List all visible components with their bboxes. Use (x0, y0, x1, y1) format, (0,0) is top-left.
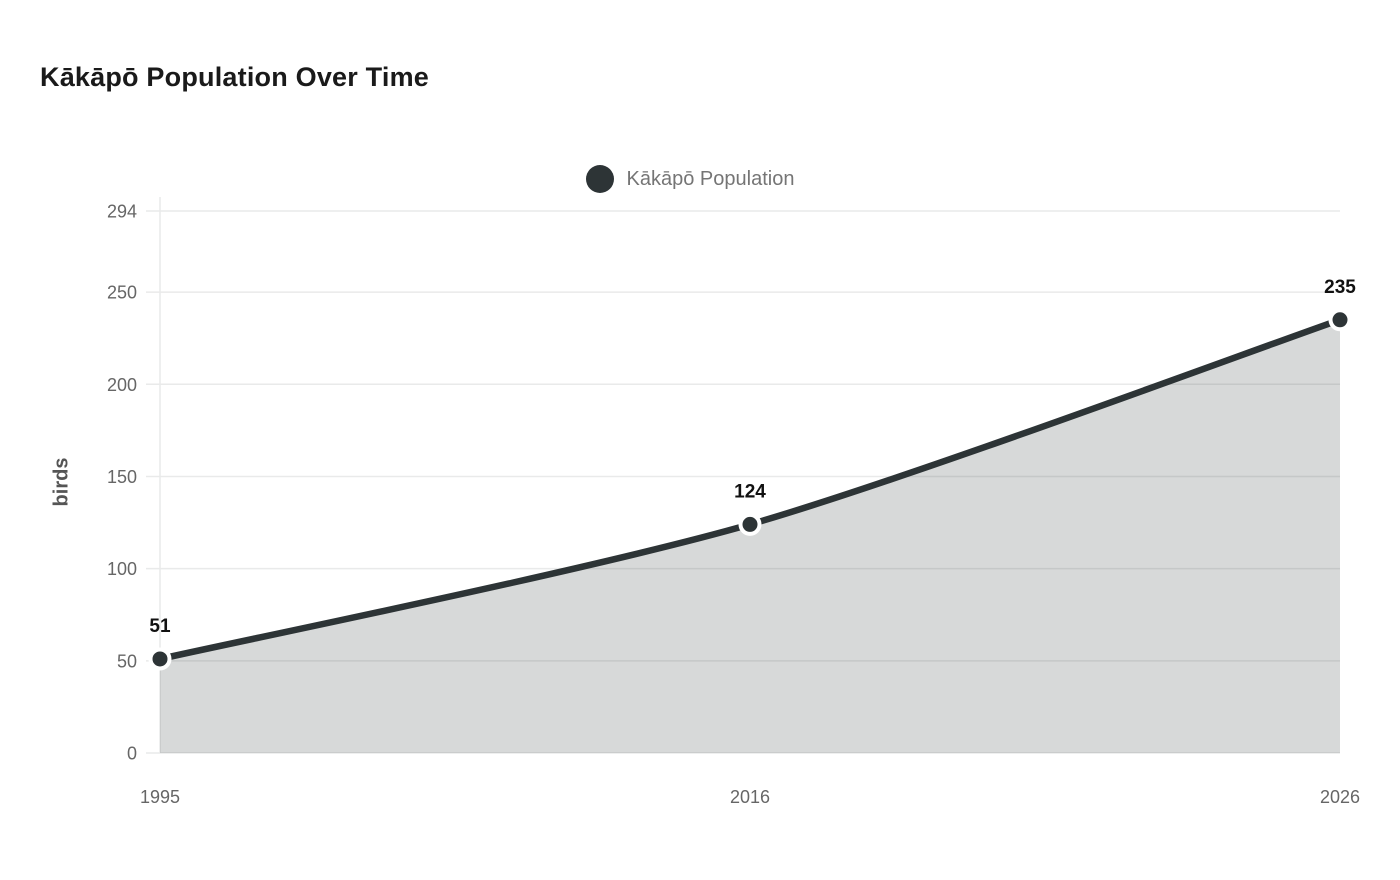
x-tick-label: 2016 (730, 787, 770, 807)
data-point[interactable] (738, 512, 762, 536)
y-tick-label: 294 (107, 202, 137, 222)
data-point[interactable] (148, 647, 172, 671)
x-tick-label: 1995 (140, 787, 180, 807)
data-point[interactable] (1328, 308, 1352, 332)
y-tick-label: 100 (107, 559, 137, 579)
data-point-label: 235 (1324, 277, 1356, 298)
y-tick-label: 250 (107, 283, 137, 303)
y-tick-label: 50 (117, 651, 137, 671)
chart-title: Kākāpō Population Over Time (40, 62, 429, 92)
data-point-label: 51 (149, 616, 171, 637)
legend-swatch-icon (585, 165, 614, 193)
legend[interactable]: Kākāpō Population (0, 165, 1380, 193)
legend-label: Kākāpō Population (626, 167, 795, 190)
data-point-label: 124 (734, 481, 766, 502)
x-tick-label: 2026 (1320, 787, 1360, 807)
y-tick-label: 150 (107, 467, 137, 487)
y-tick-label: 0 (127, 744, 137, 764)
y-tick-label: 200 (107, 375, 137, 395)
